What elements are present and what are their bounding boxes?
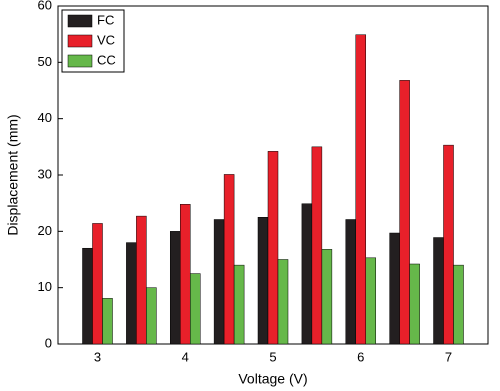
bar: [179, 204, 191, 345]
y-tick-label: 10: [38, 279, 52, 294]
bar: [233, 264, 245, 345]
y-axis-label: Displacement (mm): [5, 114, 21, 235]
bar: [433, 237, 444, 345]
bar: [355, 34, 367, 345]
y-tick-label: 20: [38, 223, 52, 238]
bar: [169, 231, 181, 345]
bar: [277, 259, 289, 345]
bar: [102, 298, 113, 345]
legend-swatch: [67, 34, 93, 48]
y-tick-label: 50: [38, 54, 52, 69]
legend-swatch: [67, 54, 93, 68]
bar: [136, 215, 147, 345]
y-tick-label: 40: [38, 110, 52, 125]
x-tick-label: 4: [182, 349, 189, 364]
legend-label: CC: [97, 52, 116, 67]
bar: [321, 249, 333, 345]
bar: [365, 257, 377, 345]
bar: [301, 203, 313, 345]
x-tick-label: 5: [269, 349, 276, 364]
bar: [267, 151, 279, 345]
x-axis-label: Voltage (V): [238, 371, 307, 387]
y-tick-label: 30: [38, 166, 52, 181]
legend-label: FC: [97, 12, 114, 27]
legend-swatch: [67, 14, 93, 28]
bar: [146, 287, 157, 345]
bar: [223, 174, 235, 345]
bar: [82, 247, 93, 345]
bar: [126, 242, 137, 345]
bar: [443, 144, 454, 345]
bar: [399, 80, 410, 345]
bar: [257, 217, 269, 345]
x-tick-label: 7: [445, 349, 452, 364]
x-tick-label: 3: [94, 349, 101, 364]
bar: [345, 219, 357, 345]
y-tick-label: 60: [38, 0, 52, 12]
bar: [213, 219, 225, 345]
x-tick-label: 6: [357, 349, 364, 364]
legend-label: VC: [97, 32, 115, 47]
bar: [189, 273, 201, 345]
bar: [409, 263, 420, 345]
y-tick-label: 0: [45, 335, 52, 350]
bar: [389, 232, 400, 345]
bar: [92, 223, 103, 345]
bar: [453, 264, 464, 345]
bar: [311, 146, 323, 345]
